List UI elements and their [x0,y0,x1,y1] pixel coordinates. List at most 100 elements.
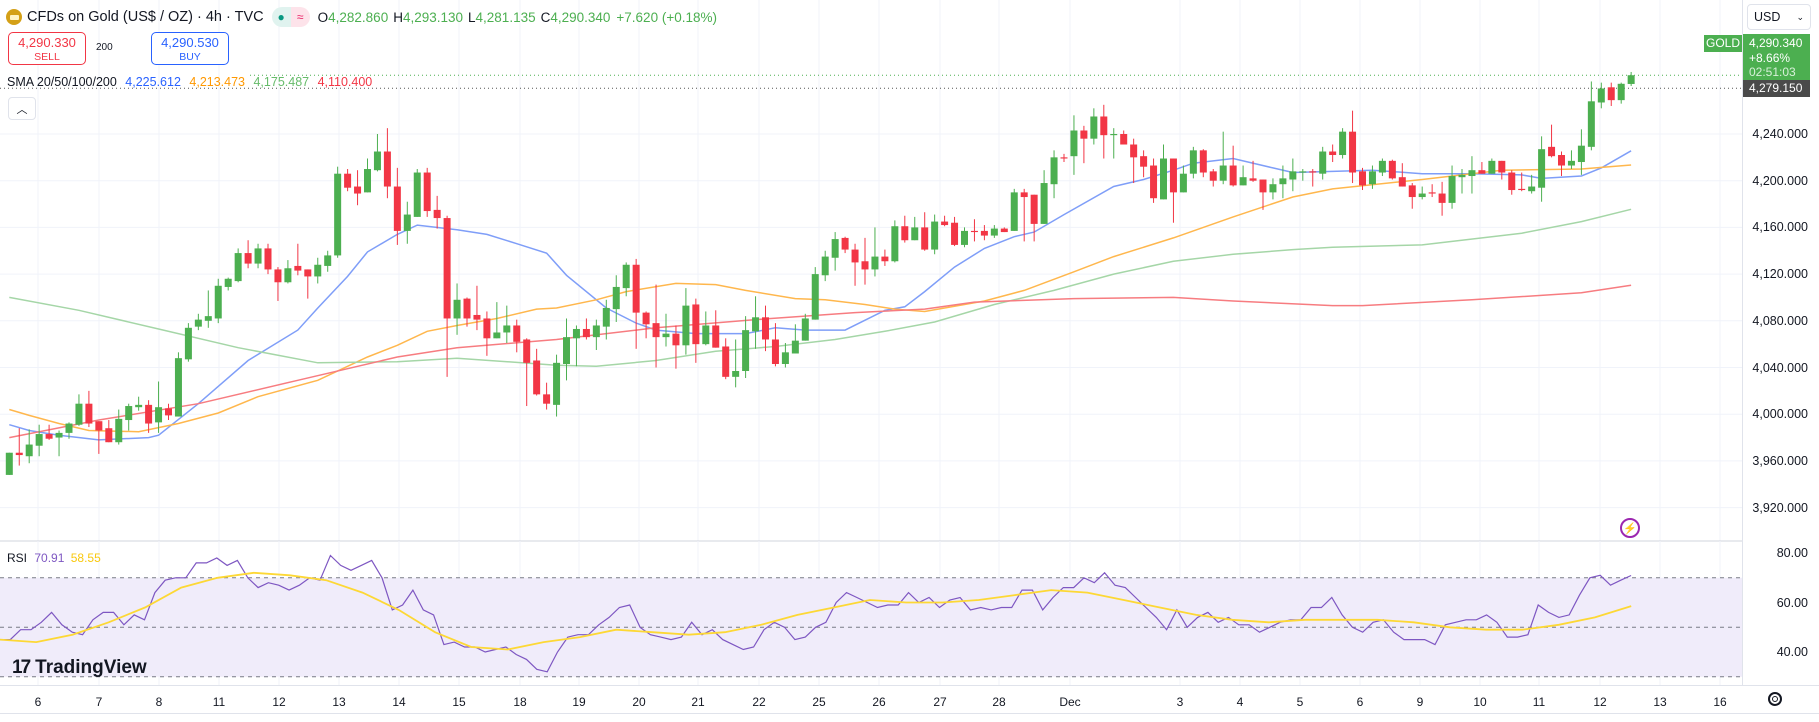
candle-body [1100,116,1108,136]
candle [35,424,43,457]
price-chart[interactable] [0,0,1742,542]
candle-body [841,237,849,250]
candle-body [1368,171,1376,185]
chart-area[interactable] [0,0,1742,685]
sma-legend[interactable]: SMA 20/50/100/200 4,225.612 4,213.473 4,… [7,75,377,89]
candle [781,342,789,368]
time-axis[interactable]: 6 7 8 11 12 13 14 15 18 19 20 21 22 25 26 27 28 Dec 3 4 5 6 9 1… [0,685,1819,714]
bar-countdown: 02:51:03 [1749,65,1796,79]
time-axis-label: 13 [332,695,346,709]
candle-body [1030,194,1038,224]
change-percent: +8.66% [1749,50,1791,65]
candle [1060,153,1068,163]
candle-body [831,239,839,258]
candle [533,348,541,396]
candle [423,167,431,217]
candle [1368,165,1376,189]
candle [1538,136,1546,202]
candle-body [334,173,342,256]
candle [592,319,600,350]
candle-body [742,330,750,372]
candle-body [1259,179,1267,193]
candle-body [413,172,421,217]
time-axis-label: 4 [1236,695,1244,709]
candle-body [85,403,93,424]
candle-body [523,339,531,363]
candle [732,339,740,388]
candle-body [383,151,391,187]
candle [5,452,13,475]
sell-button[interactable]: 4,290.330 SELL [8,32,86,65]
candle [364,158,371,193]
candle [1040,170,1048,224]
candle-body [224,278,232,287]
currency-select[interactable]: USD ⌄ [1747,4,1811,30]
sell-label: SELL [34,51,60,63]
candle [403,201,411,244]
candle [324,250,332,272]
candle [1080,125,1088,164]
candle-body [1080,130,1088,139]
candle [901,215,909,243]
candle [473,285,481,331]
collapse-legend-button[interactable]: ︿ [8,97,36,120]
candle-body [811,274,819,320]
candle [980,225,988,241]
candle-body [1438,193,1446,203]
candle-body [95,421,103,431]
settings-gear-icon[interactable] [1768,692,1782,706]
candle-body [115,418,123,443]
candle-body [125,406,133,421]
time-axis-label: 8 [155,695,163,709]
candle [1100,104,1108,159]
price-axis[interactable]: 4,240.000 4,200.000 4,160.000 4,120.000 4,08… [1742,0,1819,685]
candle [762,305,769,352]
rsi-line [0,554,1632,673]
candle [483,311,491,356]
candle [791,324,799,354]
tradingview-mark-icon: 17 [12,657,31,678]
candle-body [1558,155,1565,166]
candle-body [911,227,919,241]
candle-body [781,352,789,364]
candle-body [1468,170,1476,177]
candle-body [1219,165,1227,181]
market-status[interactable]: ● ≈ [271,7,310,27]
candle [891,220,899,263]
candle [1478,162,1486,174]
symbol-header: CFDs on Gold (US$ / OZ) · 4h · TVC ● ≈ O… [6,7,717,27]
candle [304,269,312,299]
candle [334,166,342,258]
candle-body [871,256,879,270]
candle-body [214,285,222,319]
time-axis-label: 20 [632,695,646,709]
candle [234,248,242,283]
buy-button[interactable]: 4,290.530 BUY [151,32,229,65]
rsi-legend[interactable]: RSI 70.91 58.55 [7,551,101,565]
candle [1239,165,1247,186]
candle-body [145,404,153,424]
time-axis-label: 19 [572,695,586,709]
candle [1548,124,1556,158]
candle-body [533,360,541,395]
candle-body [1329,151,1337,156]
candle-body [652,323,660,338]
candle-body [1140,156,1148,167]
tradingview-logo[interactable]: 17 TradingView [12,657,147,679]
candle-body [672,333,680,346]
candle [572,325,580,367]
candle-body [324,255,332,266]
candle [354,170,362,206]
candle [742,316,750,379]
candle [1070,115,1078,175]
time-axis-label: 25 [812,695,826,709]
candle-body [1110,134,1118,136]
candle [712,310,720,348]
candle-body [762,317,769,340]
candle [75,394,83,426]
lightning-icon[interactable]: ⚡ [1620,518,1640,538]
rsi-chart[interactable] [0,541,1742,685]
symbol-title[interactable]: CFDs on Gold (US$ / OZ) · 4h · TVC [27,9,264,25]
candle-body [473,314,481,320]
time-axis-label: 7 [95,695,103,709]
